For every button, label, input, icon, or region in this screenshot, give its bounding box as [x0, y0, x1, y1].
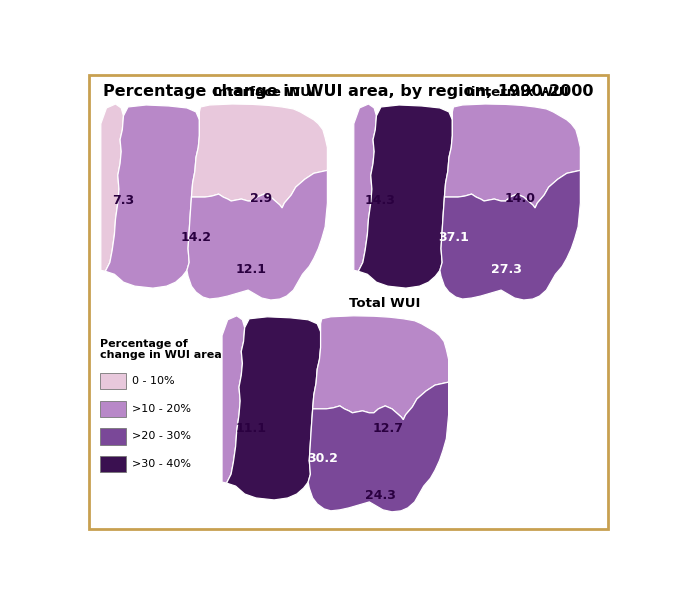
Text: Percentage of
change in WUI area: Percentage of change in WUI area [100, 339, 222, 361]
Text: 37.1: 37.1 [439, 231, 469, 244]
Text: >10 - 20%: >10 - 20% [133, 404, 192, 414]
FancyBboxPatch shape [100, 373, 126, 389]
Text: 14.2: 14.2 [180, 231, 211, 244]
Text: 2.9: 2.9 [250, 192, 273, 205]
Text: >30 - 40%: >30 - 40% [133, 459, 192, 469]
Text: Percentage change in WUI area, by region, 1990-2000: Percentage change in WUI area, by region… [103, 84, 594, 99]
Text: Total WUI: Total WUI [350, 297, 421, 310]
Text: 24.3: 24.3 [364, 489, 396, 502]
Polygon shape [308, 382, 449, 512]
Polygon shape [101, 104, 124, 271]
FancyBboxPatch shape [100, 456, 126, 472]
Polygon shape [222, 316, 245, 483]
Text: 12.7: 12.7 [373, 422, 403, 435]
Text: 14.3: 14.3 [364, 194, 396, 207]
Polygon shape [105, 105, 199, 288]
Polygon shape [313, 316, 449, 420]
FancyBboxPatch shape [100, 428, 126, 445]
Text: Interface WUI: Interface WUI [213, 86, 316, 99]
Text: Iintermix WUI: Iintermix WUI [466, 86, 568, 99]
Text: >20 - 30%: >20 - 30% [133, 431, 192, 441]
Polygon shape [226, 317, 320, 500]
Polygon shape [358, 105, 452, 288]
Text: 11.1: 11.1 [235, 422, 267, 435]
Text: 27.3: 27.3 [491, 263, 522, 276]
Text: 7.3: 7.3 [112, 194, 134, 207]
Text: 12.1: 12.1 [235, 263, 267, 276]
Polygon shape [192, 104, 327, 208]
FancyBboxPatch shape [100, 401, 126, 417]
Text: 14.0: 14.0 [505, 192, 535, 205]
Text: 30.2: 30.2 [307, 452, 337, 465]
Polygon shape [187, 170, 327, 300]
Text: 0 - 10%: 0 - 10% [133, 376, 175, 386]
Polygon shape [354, 104, 377, 271]
Polygon shape [440, 170, 581, 300]
Polygon shape [445, 104, 581, 208]
